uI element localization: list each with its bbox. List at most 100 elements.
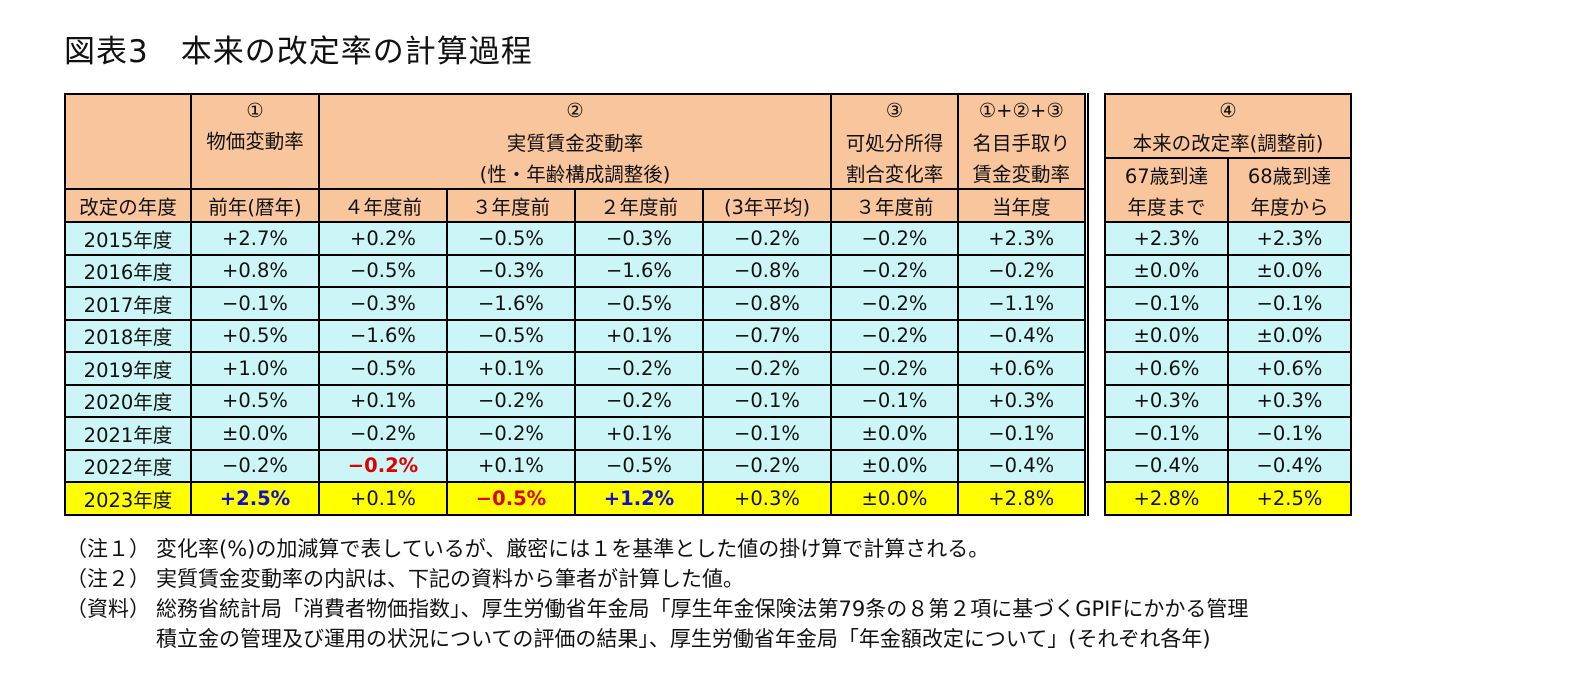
value-cell: −0.2% [574, 383, 704, 418]
value-cell: −0.5% [574, 448, 704, 483]
note-tag: （注２） [66, 567, 150, 591]
emphasized-value: +2.5% [219, 486, 291, 510]
header-nominal-num: ①+②+③ [957, 93, 1089, 126]
value-cell: ±0.0% [830, 481, 959, 516]
table-row: 2018年度 +0.5% −1.6% −0.5% +0.1% −0.7% −0.2% −0.4… [64, 318, 1089, 353]
value-cell: −0.2% [702, 351, 832, 386]
year-cell: 2018年度 [64, 318, 192, 353]
header-current-year: 当年度 [957, 188, 1089, 223]
value-cell: +0.1% [446, 448, 576, 483]
note-text: 積立金の管理及び運用の状況についての評価の結果」、厚生労働省年金局「年金額改定に… [156, 627, 1211, 651]
value-cell: −0.5% [446, 318, 576, 353]
table-row: +2.8% +2.5% [1104, 481, 1352, 516]
value-cell: −0.2% [830, 351, 959, 386]
note-text: 実質賃金変動率の内訳は、下記の資料から筆者が計算した値。 [156, 567, 744, 591]
value-cell: −0.2% [957, 253, 1089, 288]
table-row: +0.6% +0.6% [1104, 351, 1352, 386]
value-cell: −0.5% [446, 221, 576, 256]
header-3y-before: ３年度前 [446, 188, 576, 223]
value-cell: −0.5% [446, 481, 576, 516]
value-cell: −0.1% [190, 286, 320, 321]
header-disposable-sub: ３年度前 [830, 188, 959, 223]
table-row: −0.4% −0.4% [1104, 448, 1352, 483]
header-2y-before: ２年度前 [574, 188, 704, 223]
header-year-col: 改定の年度 [64, 188, 192, 223]
value-cell: −0.5% [574, 286, 704, 321]
header-4y-before: ４年度前 [318, 188, 448, 223]
header-nominal-line1: 名目手取り [957, 126, 1089, 157]
table-row: 2015年度 +2.7% +0.2% −0.5% −0.3% −0.2% −0.2% +2.3… [64, 221, 1089, 256]
value-cell: +0.3% [957, 383, 1089, 418]
value-cell: −0.1% [830, 383, 959, 418]
table-row: +0.3% +0.3% [1104, 383, 1352, 418]
value-cell: −0.5% [318, 253, 448, 288]
note-text: 総務省統計局「消費者物価指数」、厚生労働省年金局「厚生年金保険法第79条の８第２… [156, 597, 1249, 621]
header-age68-line1: 68歳到達 [1227, 157, 1352, 190]
year-cell: 2015年度 [64, 221, 192, 256]
rate-cell: +0.3% [1104, 383, 1229, 418]
value-cell: −0.3% [446, 253, 576, 288]
value-cell: +0.6% [957, 351, 1089, 386]
rate-cell: ±0.0% [1104, 318, 1229, 353]
value-cell: ±0.0% [830, 448, 959, 483]
value-cell: +0.5% [190, 318, 320, 353]
value-cell: −0.2% [830, 221, 959, 256]
rate-cell: −0.1% [1227, 416, 1352, 451]
value-cell: +0.1% [574, 318, 704, 353]
header-disposable-line1: 可処分所得 [830, 126, 959, 157]
rate-cell: +0.6% [1227, 351, 1352, 386]
value-cell: −0.2% [190, 448, 320, 483]
value-cell: −0.2% [702, 448, 832, 483]
rate-cell: +0.3% [1227, 383, 1352, 418]
table-row: ±0.0% ±0.0% [1104, 318, 1352, 353]
value-cell: −0.2% [446, 383, 576, 418]
table-row: −0.1% −0.1% [1104, 416, 1352, 451]
rate-cell: +0.6% [1104, 351, 1229, 386]
rate-cell: ±0.0% [1227, 253, 1352, 288]
header-real-wage-sub: (性・年齢構成調整後) [318, 157, 832, 190]
emphasized-value: −0.5% [475, 486, 547, 510]
header-age67-line2: 年度まで [1104, 190, 1229, 223]
note-tag: （注１） [66, 537, 150, 561]
value-cell: +0.1% [318, 481, 448, 516]
value-cell: −0.3% [574, 221, 704, 256]
rate-cell: −0.1% [1227, 286, 1352, 321]
rate-cell: +2.5% [1227, 481, 1352, 516]
value-cell: +0.1% [574, 416, 704, 451]
value-cell: −0.3% [318, 286, 448, 321]
revision-rate-table: ④ 本来の改定率(調整前) 67歳到達 68歳到達 年度まで 年度から +2.3… [1104, 93, 1352, 516]
table-row: 2019年度 +1.0% −0.5% +0.1% −0.2% −0.2% −0.2% +0.6… [64, 351, 1089, 386]
rate-cell: +2.3% [1104, 221, 1229, 256]
value-cell: −0.2% [830, 253, 959, 288]
header-disposable-num: ③ [830, 93, 959, 126]
rate-cell: +2.8% [1104, 481, 1229, 516]
value-cell: −0.4% [957, 448, 1089, 483]
table-row: 2017年度 −0.1% −0.3% −1.6% −0.5% −0.8% −0.2% −1.1… [64, 286, 1089, 321]
emphasized-value: −0.2% [347, 454, 419, 478]
value-cell: −0.2% [318, 416, 448, 451]
value-cell: −0.1% [702, 383, 832, 418]
value-cell: −0.2% [574, 351, 704, 386]
value-cell: +0.3% [702, 481, 832, 516]
value-cell: +0.5% [190, 383, 320, 418]
value-cell: −0.5% [318, 351, 448, 386]
emphasized-value: +1.2% [603, 486, 675, 510]
table-row: 2020年度 +0.5% +0.1% −0.2% −0.2% −0.1% −0.1% +0.3… [64, 383, 1089, 418]
year-cell: 2022年度 [64, 448, 192, 483]
table-row: 2022年度 −0.2% −0.2% +0.1% −0.5% −0.2% ±0.0% −0.4… [64, 448, 1089, 483]
header-price-change: ① 物価変動率 [190, 93, 320, 190]
value-cell: −0.2% [830, 318, 959, 353]
rate-cell: +2.3% [1227, 221, 1352, 256]
value-cell: −0.1% [702, 416, 832, 451]
year-cell: 2019年度 [64, 351, 192, 386]
value-cell: −0.2% [702, 221, 832, 256]
header-real-wage-num: ② [318, 93, 832, 126]
header-nominal-line2: 賃金変動率 [957, 157, 1089, 190]
value-cell: −1.6% [574, 253, 704, 288]
rate-cell: −0.1% [1104, 416, 1229, 451]
value-cell: ±0.0% [190, 416, 320, 451]
revision-calc-table: ① 物価変動率 ② ③ ①+②+③ 実質賃金変動率 可処分所得 名目手取り (性… [64, 93, 1089, 516]
header-age68-line2: 年度から [1227, 190, 1352, 223]
header-prev-year: 前年(暦年) [190, 188, 320, 223]
table-row: 2021年度 ±0.0% −0.2% −0.2% +0.1% −0.1% ±0.0% −0.1… [64, 416, 1089, 451]
